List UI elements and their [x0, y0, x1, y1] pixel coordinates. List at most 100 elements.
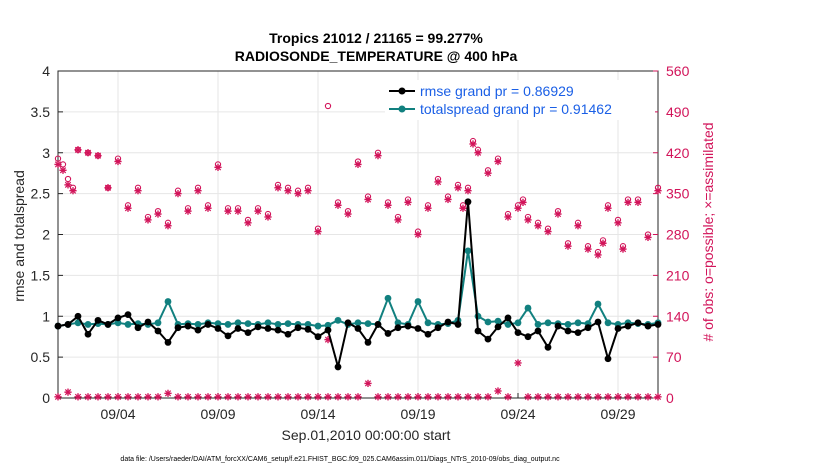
- obs-baseline-point-d2: [314, 393, 322, 400]
- obs-possible-point: [324, 102, 332, 110]
- obs-baseline-point: [244, 393, 252, 401]
- obs-assimilated-point: [604, 204, 612, 212]
- chart-subtitle: RADIOSONDE_TEMPERATURE @ 400 hPa: [235, 48, 518, 64]
- y-tick-label-left: 4: [42, 63, 50, 79]
- obs-baseline-point: [634, 393, 642, 401]
- rmse-point: [524, 333, 532, 341]
- rmse-point: [64, 321, 72, 328]
- obs-assimilated-point: [534, 222, 542, 230]
- rmse-point: [554, 322, 562, 330]
- obs-assimilated-point: [344, 210, 352, 218]
- obs-baseline-point: [534, 393, 542, 401]
- y-tick-label-right: 560: [666, 63, 690, 79]
- obs-baseline-point-d2: [484, 393, 492, 400]
- obs-assimilated-point-d2: [554, 210, 562, 218]
- obs-assimilated-point: [69, 187, 77, 195]
- obs-baseline-point-d2: [134, 393, 142, 400]
- totalspread-point: [274, 321, 282, 328]
- obs-baseline-point-d2: [654, 393, 662, 400]
- obs-baseline-point-d2: [454, 393, 462, 400]
- obs-baseline-point-d2: [304, 393, 312, 400]
- rmse-point: [644, 322, 652, 330]
- obs-assimilated-point-d2: [424, 205, 432, 212]
- obs-baseline-point: [354, 393, 362, 401]
- totalspread-point: [424, 319, 432, 327]
- obs-assimilated-point: [144, 216, 152, 224]
- obs-assimilated-point-d2: [254, 208, 262, 215]
- obs-assimilated-point-d2: [454, 184, 462, 191]
- obs-assimilated-point-d2: [504, 213, 512, 221]
- rmse-point: [574, 329, 582, 336]
- obs-assimilated-point: [304, 187, 312, 195]
- y-tick-label-left: 1.5: [31, 267, 51, 283]
- rmse-point: [134, 324, 142, 332]
- obs-baseline-point-d2: [294, 393, 302, 400]
- obs-baseline-point-d2: [334, 393, 342, 400]
- obs-assimilated-point-d2: [274, 184, 282, 191]
- totalspread-point: [514, 319, 522, 327]
- obs-baseline-point: [424, 393, 432, 401]
- obs-assimilated-point-d2: [174, 190, 182, 197]
- footer-datafile: data file: /Users/raeder/DAI/ATM_forcXX/…: [120, 456, 560, 463]
- obs-baseline-point: [214, 393, 222, 401]
- obs-assimilated-point-d2: [434, 178, 442, 186]
- y-tick-label-left: 2.5: [31, 186, 51, 202]
- obs-assimilated-point: [474, 149, 482, 157]
- obs-baseline-point: [654, 393, 662, 401]
- obs-assimilated-point-d2: [154, 210, 162, 218]
- rmse-point: [314, 333, 322, 341]
- obs-assimilated-point-d2: [524, 216, 532, 224]
- obs-assimilated-point-d2: [69, 187, 77, 194]
- y-axis-right-label: # of obs: o=possible; ×=assimilated: [700, 122, 716, 341]
- obs-baseline-point: [624, 393, 632, 401]
- rmse-point: [284, 330, 292, 338]
- rmse-point: [344, 319, 352, 327]
- obs-assimilated-point-d2: [484, 170, 492, 177]
- obs-baseline-point-d2: [234, 393, 242, 400]
- obs-baseline-point-d2: [214, 393, 222, 400]
- obs-assimilated-point-d2: [394, 216, 402, 224]
- obs-baseline-point: [184, 393, 192, 401]
- rmse-point: [504, 314, 512, 322]
- obs-assimilated-point: [364, 195, 372, 204]
- obs-baseline-point: [494, 387, 502, 395]
- rmse-point: [184, 322, 192, 330]
- totalspread-point: [604, 319, 612, 327]
- obs-assimilated-point: [394, 216, 402, 224]
- obs-baseline-point-d2: [184, 393, 192, 400]
- obs-assimilated-point-d2: [474, 149, 482, 156]
- rmse-point: [174, 324, 182, 332]
- obs-baseline-point: [434, 393, 442, 401]
- rmse-point: [164, 339, 172, 346]
- obs-assimilated-point-d2: [164, 222, 172, 229]
- y-tick-label-right: 420: [666, 145, 690, 161]
- obs-baseline-point-d2: [324, 393, 332, 400]
- obs-baseline-point-d2: [394, 393, 402, 400]
- rmse-point: [234, 325, 242, 332]
- rmse-point: [444, 318, 452, 326]
- obs-assimilated-point-d2: [214, 164, 222, 171]
- rmse-point: [304, 325, 312, 333]
- obs-assimilated-point: [614, 219, 622, 227]
- obs-assimilated-point: [254, 207, 262, 215]
- chart-title: Tropics 21012 / 21165 = 99.277%: [269, 30, 483, 46]
- obs-baseline-point-d2: [364, 380, 372, 387]
- obs-baseline-point: [374, 393, 382, 401]
- obs-baseline-point: [194, 393, 202, 401]
- obs-baseline-point-d2: [444, 393, 452, 400]
- obs-assimilated-point: [414, 230, 422, 239]
- obs-assimilated-point: [334, 201, 342, 209]
- obs-assimilated-point: [544, 227, 552, 236]
- obs-baseline-point: [544, 393, 552, 401]
- obs-assimilated-point: [504, 213, 512, 221]
- y-tick-label-right: 140: [666, 308, 690, 324]
- obs-assimilated-point: [469, 140, 477, 148]
- x-axis-label: Sep.01,2010 00:00:00 start: [282, 427, 451, 443]
- x-tick-label: 09/19: [400, 406, 435, 422]
- obs-baseline-point-d2: [624, 393, 632, 400]
- y-tick-label-left: 0: [42, 390, 50, 406]
- obs-assimilated-point: [264, 213, 272, 221]
- obs-baseline-point: [204, 393, 212, 401]
- totalspread-point: [264, 319, 272, 327]
